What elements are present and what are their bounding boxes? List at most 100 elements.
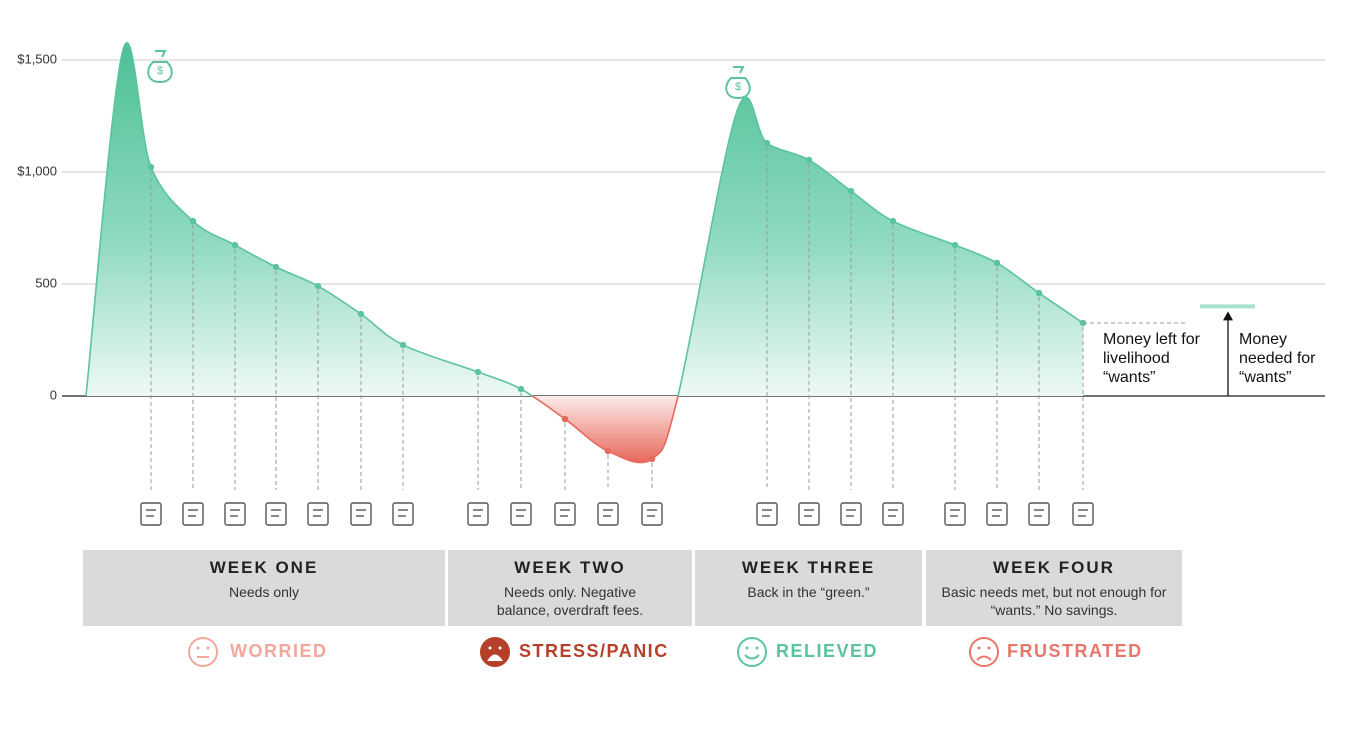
week-description: Basic needs met, but not enough for “wan… xyxy=(941,584,1167,618)
mood-label: WORRIED xyxy=(230,641,328,661)
week-box: WEEK THREE Back in the “green.” xyxy=(695,550,922,626)
mood-face xyxy=(737,637,767,667)
eye xyxy=(755,646,759,650)
mouth xyxy=(744,654,760,660)
expense-icon xyxy=(798,502,820,526)
face xyxy=(480,637,510,667)
expense-icon xyxy=(1072,502,1094,526)
icon-body xyxy=(798,502,820,526)
icon-body xyxy=(1028,502,1050,526)
eye xyxy=(745,646,749,650)
icon-body xyxy=(510,502,532,526)
expense-icon xyxy=(224,502,246,526)
y-tick-label: 0 xyxy=(50,387,57,402)
y-tick-label: $1,500 xyxy=(17,51,57,66)
data-point xyxy=(474,368,482,376)
expense-icon xyxy=(882,502,904,526)
data-point xyxy=(951,241,959,249)
week-title: WEEK TWO xyxy=(514,558,626,577)
data-point xyxy=(1035,289,1043,297)
area-negative xyxy=(86,396,1083,463)
expense-icon xyxy=(756,502,778,526)
face xyxy=(969,637,999,667)
icon-body xyxy=(641,502,663,526)
data-point xyxy=(648,455,656,463)
data-point xyxy=(847,187,855,195)
week-description: Back in the “green.” xyxy=(747,584,870,600)
week-title: WEEK THREE xyxy=(741,558,876,577)
icon-body xyxy=(840,502,862,526)
bag-symbol: $ xyxy=(735,81,741,93)
annotation: Money needed for “wants” xyxy=(1239,331,1316,386)
expense-icon xyxy=(182,502,204,526)
expense-icon xyxy=(350,502,372,526)
data-point xyxy=(805,156,813,164)
eye xyxy=(206,646,210,650)
mood-face xyxy=(480,637,510,667)
icon-body xyxy=(597,502,619,526)
icon-body xyxy=(350,502,372,526)
mouth xyxy=(976,655,992,661)
week-title: WEEK ONE xyxy=(209,558,319,577)
data-point xyxy=(763,139,771,147)
icon-body xyxy=(265,502,287,526)
expense-icon xyxy=(307,502,329,526)
week-title: WEEK FOUR xyxy=(993,558,1115,577)
eye xyxy=(196,646,200,650)
week-description: Needs only xyxy=(228,584,300,600)
icon-body xyxy=(140,502,162,526)
data-point xyxy=(889,217,897,225)
data-point xyxy=(314,282,322,290)
y-tick-label: 500 xyxy=(35,275,57,290)
icon-body xyxy=(307,502,329,526)
expense-icon xyxy=(986,502,1008,526)
mood-label: RELIEVED xyxy=(776,641,879,661)
data-point xyxy=(993,259,1001,267)
mood-face xyxy=(188,637,218,667)
line-negative xyxy=(86,396,679,464)
bag-symbol: $ xyxy=(157,65,163,77)
icon-body xyxy=(182,502,204,526)
icon-body xyxy=(986,502,1008,526)
icon-body xyxy=(1072,502,1094,526)
expense-icon xyxy=(265,502,287,526)
icon-body xyxy=(392,502,414,526)
data-point xyxy=(561,415,569,423)
mouth xyxy=(487,654,503,661)
line-positive xyxy=(85,42,1084,396)
icon-body xyxy=(882,502,904,526)
eye xyxy=(498,646,502,650)
arrow-head xyxy=(1223,311,1233,321)
annotation: Money left for livelihood “wants” xyxy=(1103,331,1200,386)
area-positive xyxy=(86,42,1083,396)
expense-icon xyxy=(597,502,619,526)
expense-icon xyxy=(140,502,162,526)
icon-body xyxy=(467,502,489,526)
expense-icon xyxy=(467,502,489,526)
expense-icon xyxy=(510,502,532,526)
expense-icon xyxy=(641,502,663,526)
eye xyxy=(977,646,981,650)
data-point xyxy=(357,310,365,318)
data-point xyxy=(272,263,280,271)
icon-body xyxy=(756,502,778,526)
expense-icon xyxy=(944,502,966,526)
week-box: WEEK ONE Needs only xyxy=(83,550,445,626)
mood-label: STRESS/PANIC xyxy=(519,641,669,661)
week-box: WEEK FOUR Basic needs met, but not enough… xyxy=(926,550,1182,626)
week-description: Needs only. Negative balance, overdraft … xyxy=(496,584,644,618)
expense-icon xyxy=(840,502,862,526)
face xyxy=(737,637,767,667)
expense-icon xyxy=(1028,502,1050,526)
data-point xyxy=(147,163,155,171)
eye xyxy=(987,646,991,650)
face xyxy=(188,637,218,667)
data-point xyxy=(399,341,407,349)
icon-body xyxy=(224,502,246,526)
mood-face xyxy=(969,637,999,667)
expense-icon xyxy=(554,502,576,526)
week-box: WEEK TWO Needs only. Negative balance, ov… xyxy=(448,550,692,626)
data-point xyxy=(517,385,525,393)
